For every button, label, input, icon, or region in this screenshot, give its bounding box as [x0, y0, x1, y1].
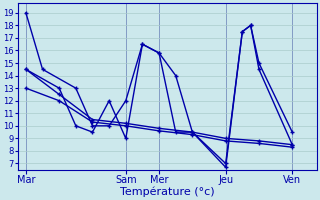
- X-axis label: Température (°c): Température (°c): [120, 187, 215, 197]
